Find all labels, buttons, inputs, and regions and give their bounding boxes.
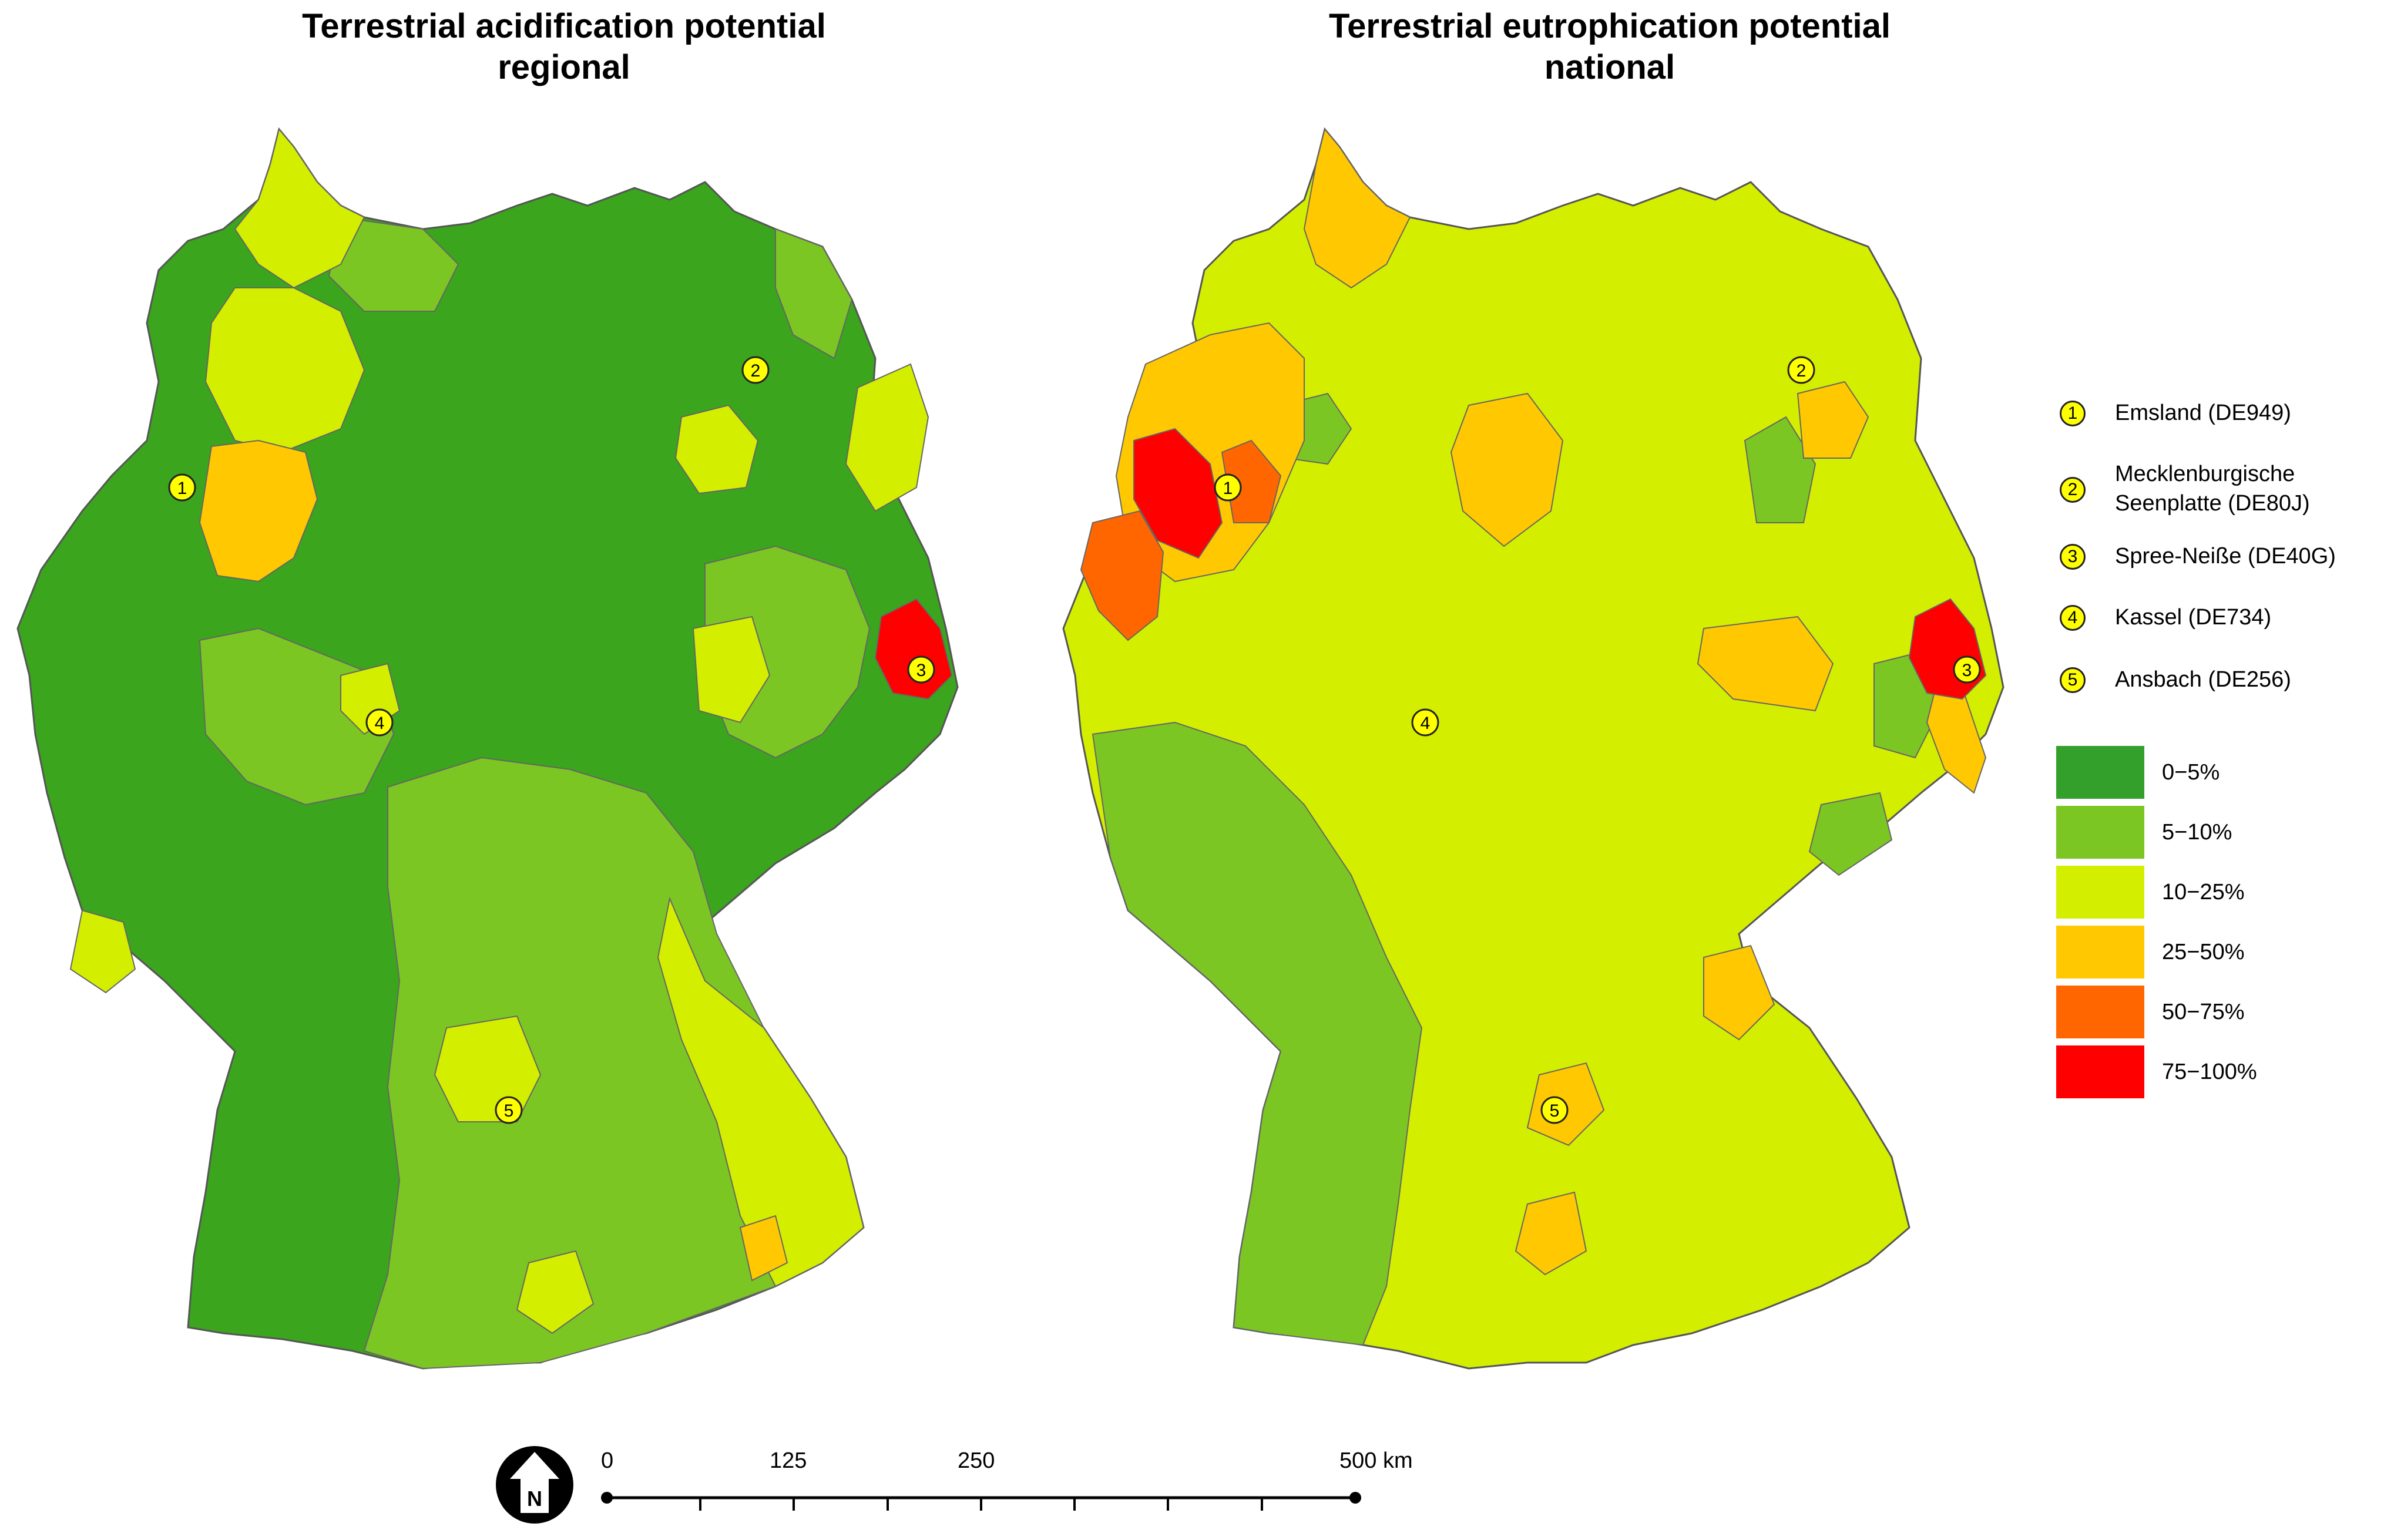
district-10-25 [845,363,929,512]
district-50-75 [1080,510,1164,641]
scale-label-125: 125 [770,1448,807,1473]
district-5-10 [1808,792,1893,876]
swatch-5-10 [2056,806,2144,859]
legend-region-ansbach: Ansbach (DE256) [2115,667,2291,692]
marker-spree-neisse: 3 [907,655,935,684]
marker-mecklenburgische-seenplatte: 2 [1787,356,1815,384]
legend-marker-1: 1 [2060,401,2086,426]
swatch-75-100 [2056,1045,2144,1098]
district-25-50 [1450,392,1564,547]
legend-region-mecklenburgische-line1: Mecklenburgische [2115,462,2295,486]
svg-text:N: N [527,1487,542,1511]
district-10-25 [657,896,865,1287]
legend-region-kassel: Kassel (DE734) [2115,605,2272,630]
district-5-10 [775,228,853,359]
district-5-10 [199,627,395,806]
district-10-25 [516,1250,595,1334]
left-title-line1: Terrestrial acidification potential [302,7,826,45]
marker-spree-neisse: 3 [1953,655,1981,684]
district-50-75 [1221,439,1282,523]
district-25-50 [1303,127,1411,289]
svg-text:4: 4 [375,714,385,733]
svg-text:3: 3 [1962,661,1972,680]
legend-label-5-10: 5−10% [2162,820,2232,845]
legend-marker-4: 4 [2060,605,2086,631]
district-10-25 [692,616,771,724]
svg-text:3: 3 [916,661,926,680]
district-25-50 [1697,616,1834,712]
district-5-10 [328,216,459,312]
district-10-25 [434,1015,542,1122]
legend-label-50-75: 50−75% [2162,1000,2245,1024]
right-map-title: Terrestrial eutrophication potential nat… [1269,6,1950,88]
right-title-line2: national [1544,48,1675,86]
district-10-25 [234,127,365,289]
district-5-10 [1092,721,1423,1346]
marker-ansbach: 5 [495,1096,523,1124]
marker-emsland: 1 [1214,473,1242,502]
swatch-25-50 [2056,926,2144,979]
legend-label-75-100: 75−100% [2162,1060,2257,1084]
acidification-map: 1 2 3 4 5 [16,127,959,1370]
district-25-50 [1797,381,1869,459]
scale-label-250: 250 [958,1448,995,1473]
legend-marker-2: 2 [2060,477,2086,503]
marker-ansbach: 5 [1540,1096,1569,1124]
marker-emsland: 1 [168,473,196,502]
north-arrow-icon: N [496,1446,573,1524]
district-10-25 [69,909,136,994]
legend-marker-5: 5 [2060,667,2086,693]
left-map-title: Terrestrial acidification potential regi… [223,6,905,88]
legend-region-spree-neisse: Spree-Neiße (DE40G) [2115,544,2336,569]
scale-bar-line [601,1492,1361,1511]
scale-label-500km: 500 km [1339,1448,1413,1473]
svg-text:1: 1 [1223,479,1233,498]
marker-kassel: 4 [365,708,394,737]
svg-text:5: 5 [1550,1101,1560,1121]
marker-mecklenburgische-seenplatte: 2 [741,356,770,384]
legend-label-0-5: 0−5% [2162,760,2220,785]
svg-text:1: 1 [177,479,187,498]
legend-label-10-25: 10−25% [2162,880,2245,905]
scale-label-0: 0 [601,1448,614,1473]
swatch-50-75 [2056,986,2144,1038]
left-title-line2: regional [498,48,630,86]
legend-marker-3: 3 [2060,544,2086,570]
district-25-50 [199,439,318,583]
district-25-50 [1703,944,1775,1041]
district-25-50 [1515,1191,1587,1276]
district-10-25 [204,287,365,453]
district-10-25 [674,404,759,495]
legend-label-25-50: 25−50% [2162,940,2245,964]
district-75-100 [1133,428,1223,559]
swatch-0-5 [2056,746,2144,799]
right-title-line1: Terrestrial eutrophication potential [1328,7,1891,45]
svg-text:5: 5 [504,1101,514,1121]
eutrophication-map: 1 2 3 4 5 [1062,127,2004,1370]
swatch-10-25 [2056,866,2144,919]
legend-region-mecklenburgische-line2: Seenplatte (DE80J) [2115,491,2310,516]
district-25-50 [739,1215,788,1282]
marker-kassel: 4 [1411,708,1439,737]
svg-text:2: 2 [1797,361,1807,381]
svg-text:4: 4 [1421,714,1431,733]
district-5-10 [1744,416,1816,523]
svg-text:2: 2 [751,361,761,381]
legend-region-emsland: Emsland (DE949) [2115,401,2291,425]
